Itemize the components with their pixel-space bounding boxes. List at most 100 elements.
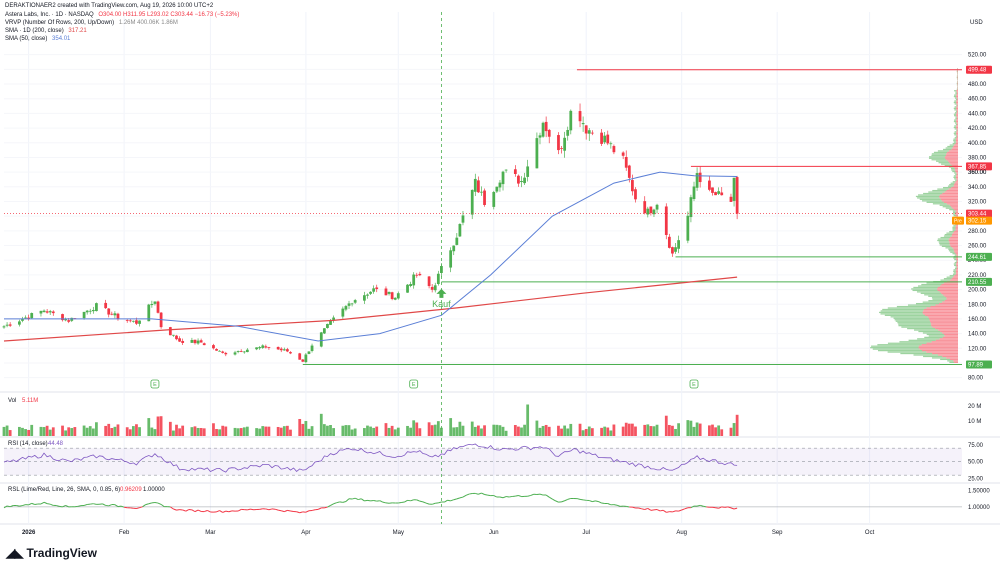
volume-profile-bar-down xyxy=(947,151,958,154)
volume-profile-bar-up xyxy=(938,241,950,243)
volume-profile-bar-up xyxy=(947,185,954,187)
rsl-line-segment xyxy=(170,506,174,510)
volume-profile-bar-up xyxy=(953,176,956,178)
volume-profile-bar-up xyxy=(936,160,949,162)
candle-down xyxy=(513,169,517,175)
volume-bar xyxy=(498,425,502,436)
tradingview-logo-icon: ◢◣ xyxy=(6,546,23,560)
volume-tick-label: 10 M xyxy=(968,419,981,425)
rsl-line-segment xyxy=(382,501,387,504)
volume-profile-bar-down xyxy=(946,189,958,192)
volume-profile-bar-down xyxy=(952,147,958,149)
candle-up xyxy=(319,332,323,347)
candle-up xyxy=(569,110,573,131)
rsi-tick-label: 50.00 xyxy=(968,460,984,466)
volume-profile-bar-down xyxy=(952,207,958,209)
volume-profile-bar-up xyxy=(920,292,942,294)
candle-up xyxy=(366,294,369,296)
legend-sma200-row[interactable]: SMA · 1D (200, close) 317.21 xyxy=(5,28,90,35)
rsi-line xyxy=(3,443,738,473)
volume-profile-bar-up xyxy=(954,115,957,117)
candle-down xyxy=(276,346,280,350)
volume-bar xyxy=(631,423,634,436)
rsl-line-segment xyxy=(481,492,485,495)
candle-down xyxy=(289,352,292,354)
candle-up xyxy=(344,306,348,310)
candle-up xyxy=(480,191,483,193)
candle-down xyxy=(649,206,653,214)
price-level-label: 210.55 xyxy=(968,280,987,286)
volume-bar xyxy=(18,426,21,436)
candle-up xyxy=(436,273,440,285)
date-axis-label: Mar xyxy=(205,530,215,536)
volume-profile-bar-up xyxy=(879,311,923,314)
price-level-badge xyxy=(966,360,992,369)
candle-down xyxy=(239,351,243,352)
date-axis-label: 2026 xyxy=(22,530,36,536)
volume-profile-bar-up xyxy=(913,354,938,356)
rsl-line-segment xyxy=(592,500,596,503)
volume-profile-bar-up xyxy=(950,251,955,253)
volume-bar xyxy=(646,424,650,436)
earnings-marker xyxy=(689,379,699,389)
rsl-line-segment xyxy=(478,492,482,495)
candle-down xyxy=(178,338,181,342)
volume-profile-bar-up xyxy=(880,310,924,312)
earnings-marker-label: E xyxy=(412,382,416,388)
volume-profile-bar-down xyxy=(955,170,958,173)
volume-profile-bar-down xyxy=(946,154,958,156)
volume-bar xyxy=(375,426,379,436)
rsl-line-segment xyxy=(607,503,612,506)
candle-down xyxy=(606,134,610,144)
candle-up xyxy=(147,304,151,322)
volume-profile-bar-up xyxy=(939,242,950,245)
volume-profile-bar-up xyxy=(954,258,957,261)
volume-profile-bar-up xyxy=(945,247,953,249)
volume-bar xyxy=(156,416,160,436)
volume-profile-bar-down xyxy=(923,313,958,315)
volume-profile-bar-up xyxy=(952,226,956,228)
volume-bar xyxy=(131,426,135,436)
rsl-line-segment xyxy=(77,505,82,507)
rsl-line-segment xyxy=(43,501,48,505)
candle-down xyxy=(612,146,616,153)
candle-down xyxy=(116,313,120,320)
volume-profile-bar-down xyxy=(942,336,958,339)
volume-bar xyxy=(125,427,129,436)
volume-bar xyxy=(289,429,292,436)
candle-up xyxy=(329,320,332,325)
price-level-label: 97.89 xyxy=(968,363,984,369)
rsl-line-segment xyxy=(650,509,655,511)
volume-profile-bar-down xyxy=(946,357,958,359)
rsl-line-segment xyxy=(330,503,334,506)
volume-profile-bar-down xyxy=(957,82,958,85)
candle-down xyxy=(517,175,520,184)
volume-profile-bar-down xyxy=(953,248,958,250)
legend-symbol-row[interactable]: Astera Labs, Inc. · 1D · NASDAQ O304.00 … xyxy=(5,12,242,19)
tradingview-brand[interactable]: ◢◣ TradingView xyxy=(6,546,97,560)
volume-profile-bar-down xyxy=(956,91,958,93)
volume-profile-bar-down xyxy=(955,226,958,228)
volume-profile-bar-up xyxy=(954,94,957,96)
rsl-line-segment xyxy=(564,498,568,502)
candle-down xyxy=(667,236,671,248)
price-tick-label: 280.00 xyxy=(968,229,987,235)
volume-bar xyxy=(276,426,280,436)
candle-up xyxy=(39,310,43,314)
volume-profile-bar-up xyxy=(953,211,956,214)
volume-bar xyxy=(674,428,677,436)
volume-profile-bar-down xyxy=(948,160,958,162)
volume-bar xyxy=(541,425,545,436)
volume-bar xyxy=(329,425,332,436)
candle-up xyxy=(372,288,376,292)
volume-profile-bar-down xyxy=(940,198,958,201)
candle-down xyxy=(135,320,138,324)
candle-down xyxy=(286,349,289,352)
legend-sma50-row[interactable]: SMA (50, close) 354.01 xyxy=(5,36,73,43)
volume-bar xyxy=(193,426,197,436)
volume-profile-bar-down xyxy=(956,135,958,137)
volume-profile-bar-down xyxy=(927,316,958,318)
legend-vrvp-row[interactable]: VRVP (Number Of Rows, 200, Up/Down) 1.26… xyxy=(5,20,181,27)
price-tick-label: 480.00 xyxy=(968,82,987,88)
